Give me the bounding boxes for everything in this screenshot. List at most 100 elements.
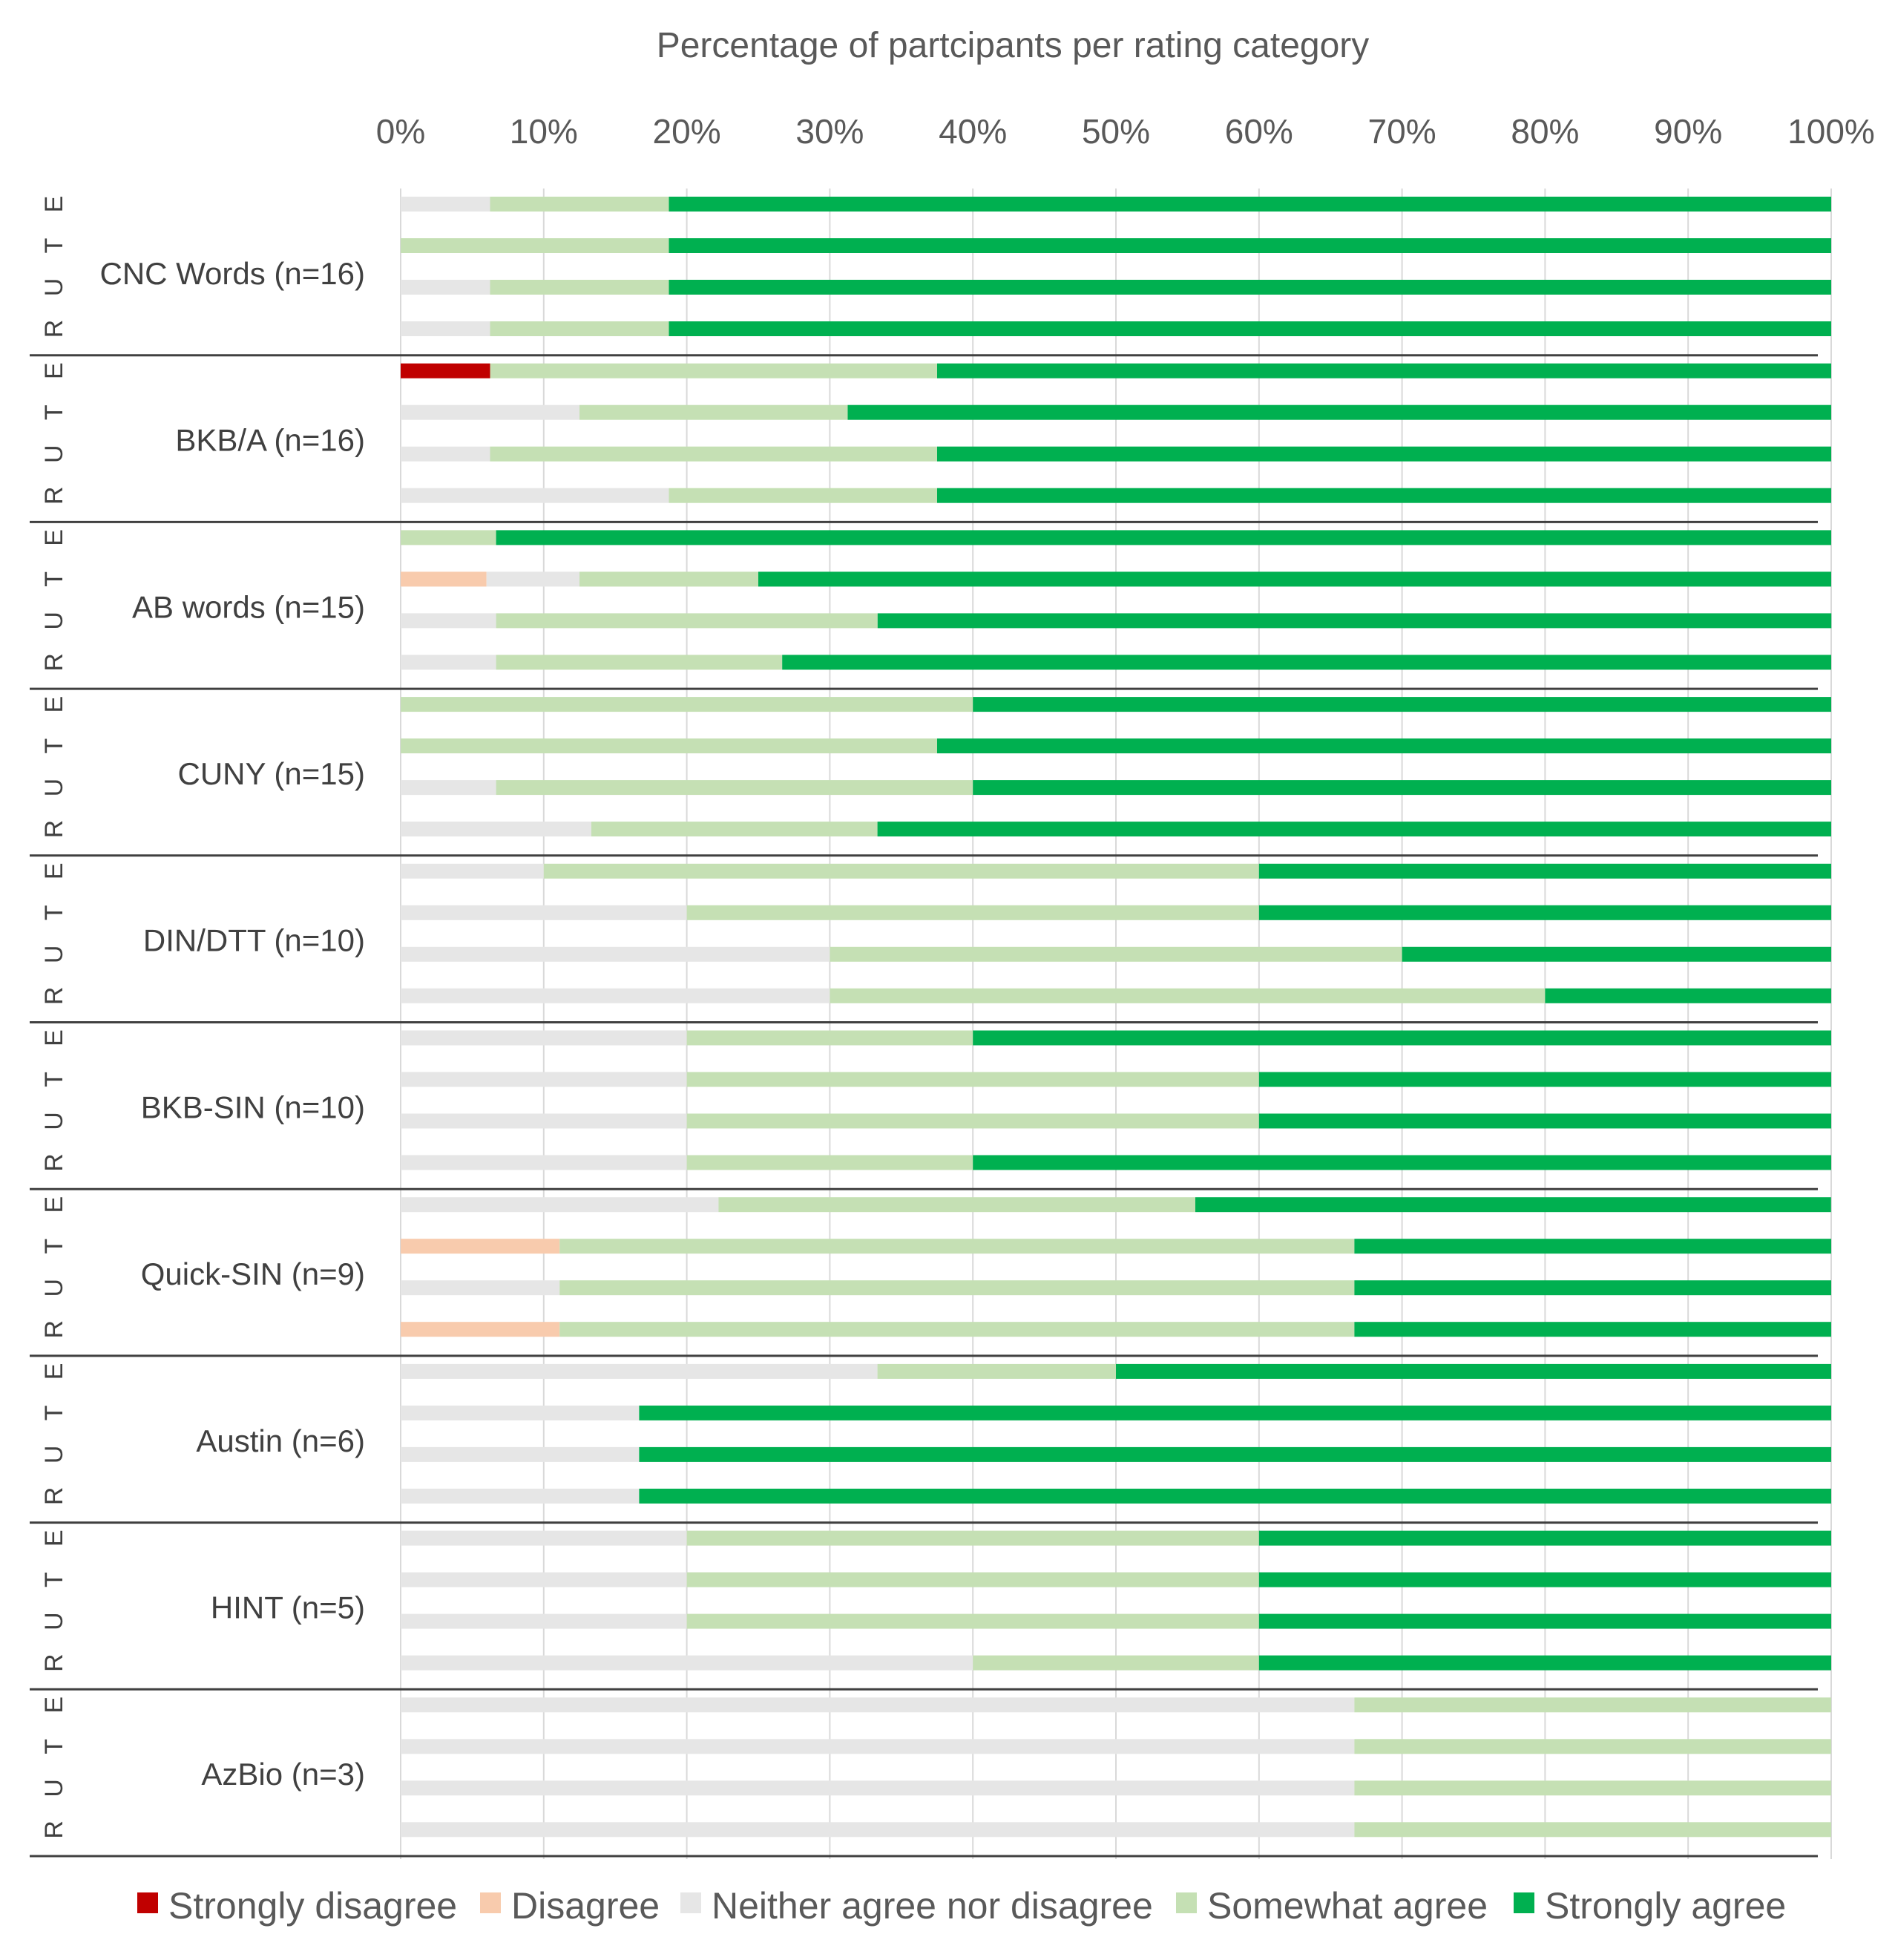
bar-segment <box>937 738 1831 754</box>
row-letter-label: E <box>40 1697 68 1714</box>
bar-segment <box>847 404 1831 420</box>
bar-segment <box>401 321 490 336</box>
bar-segment <box>782 655 1831 670</box>
row-letter-label: U <box>40 1612 68 1630</box>
bar-segment <box>490 363 937 378</box>
row-letter-label: E <box>40 862 68 879</box>
bar-segment <box>1116 1363 1831 1379</box>
legend-label: Somewhat agree <box>1207 1885 1488 1927</box>
row-letter-label: R <box>40 653 68 672</box>
bar-segment <box>669 197 1831 212</box>
bar-segment <box>686 905 1259 920</box>
bar-segment <box>401 1072 687 1087</box>
bar-segment <box>639 1488 1831 1504</box>
bar-segment <box>401 1405 640 1420</box>
row-letter-label: T <box>40 238 68 254</box>
x-tick-label: 90% <box>1654 112 1722 151</box>
row-letter-label: T <box>40 905 68 920</box>
group-label: BKB/A (n=16) <box>175 423 365 458</box>
bar-segment <box>401 1030 687 1046</box>
bar-segment <box>401 404 579 420</box>
bar-segment <box>639 1446 1831 1462</box>
bar-segment <box>559 1322 1355 1337</box>
bar-segment <box>937 446 1831 462</box>
row-letter-label: U <box>40 1112 68 1130</box>
bar-segment <box>543 863 1259 879</box>
bar-segment <box>686 1072 1259 1087</box>
bar-segment <box>559 1280 1355 1296</box>
bar-segment <box>496 655 783 670</box>
bar-segment <box>401 197 490 212</box>
group-label: Austin (n=6) <box>196 1423 365 1458</box>
x-tick-label: 0% <box>376 112 425 151</box>
group-label: HINT (n=5) <box>211 1590 365 1625</box>
row-letter-label: U <box>40 445 68 463</box>
row-letter-label: R <box>40 1487 68 1506</box>
bar-segment <box>1258 1530 1831 1546</box>
bars <box>401 197 1832 1838</box>
x-tick-label: 20% <box>653 112 721 151</box>
bar-segment <box>877 613 1832 629</box>
row-letter-label: E <box>40 196 68 213</box>
bar-segment <box>401 1739 1355 1754</box>
row-letter-label: U <box>40 612 68 630</box>
bar-segment <box>401 488 669 503</box>
row-letter-label: U <box>40 945 68 964</box>
bar-segment <box>669 321 1831 336</box>
row-letter-label: E <box>40 529 68 546</box>
row-letter-label: E <box>40 1363 68 1380</box>
bar-segment <box>401 1280 560 1296</box>
bar-segment <box>401 1363 878 1379</box>
row-letter-label: E <box>40 1530 68 1547</box>
bar-segment <box>401 1322 560 1337</box>
bar-segment <box>1354 1280 1831 1296</box>
bar-segment <box>490 446 937 462</box>
bar-segment <box>401 1446 640 1462</box>
row-letter-label: E <box>40 362 68 379</box>
bar-segment <box>1195 1197 1831 1213</box>
row-letter-label: E <box>40 696 68 713</box>
bar-segment <box>490 197 669 212</box>
bar-segment <box>401 1655 973 1671</box>
x-axis-ticks: 0% 10% 20% 30% 40% 50% 60% 70% 80% 90% 100% <box>376 112 1875 151</box>
bar-segment <box>401 1239 560 1254</box>
legend-swatch <box>1176 1892 1197 1913</box>
bar-segment <box>579 404 848 420</box>
x-tick-label: 70% <box>1368 112 1436 151</box>
bar-segment <box>401 780 496 796</box>
row-letter-label: T <box>40 404 68 420</box>
row-letter-label: U <box>40 278 68 297</box>
legend: Strongly disagree Disagree Neither agree n… <box>137 1885 1786 1927</box>
group-label: CUNY (n=15) <box>178 756 366 791</box>
x-tick-label: 30% <box>795 112 864 151</box>
bar-segment <box>669 238 1831 253</box>
bar-segment <box>973 697 1831 712</box>
bar-segment <box>401 1613 687 1629</box>
bar-segment <box>401 738 937 754</box>
x-tick-label: 50% <box>1082 112 1150 151</box>
legend-label: Disagree <box>511 1885 660 1927</box>
bar-segment <box>669 488 937 503</box>
bar-segment <box>830 946 1402 962</box>
x-tick-label: 80% <box>1511 112 1579 151</box>
bar-segment <box>937 488 1831 503</box>
bar-segment <box>591 822 878 837</box>
group-separators <box>30 354 1818 1858</box>
bar-segment <box>496 613 878 629</box>
legend-swatch <box>137 1892 158 1913</box>
group-labels: E T U R CNC Words (n=16) E T U R BKB/A (n=16) E T U R… <box>40 196 365 1839</box>
x-tick-label: 10% <box>510 112 578 151</box>
bar-segment <box>1258 863 1831 879</box>
bar-segment <box>401 1197 719 1213</box>
bar-segment <box>401 613 496 629</box>
row-letter-label: U <box>40 1779 68 1797</box>
bar-segment <box>401 905 687 920</box>
row-letter-label: T <box>40 1739 68 1754</box>
bar-segment <box>973 1655 1259 1671</box>
row-letter-label: T <box>40 1406 68 1421</box>
row-letter-label: E <box>40 1196 68 1213</box>
bar-segment <box>830 988 1546 1003</box>
bar-segment <box>401 988 830 1003</box>
group-label: BKB-SIN (n=10) <box>141 1089 365 1124</box>
bar-segment <box>496 530 1831 545</box>
